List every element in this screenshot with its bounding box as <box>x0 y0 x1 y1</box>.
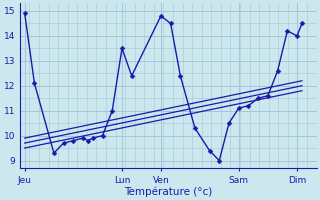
X-axis label: Température (°c): Température (°c) <box>124 186 212 197</box>
